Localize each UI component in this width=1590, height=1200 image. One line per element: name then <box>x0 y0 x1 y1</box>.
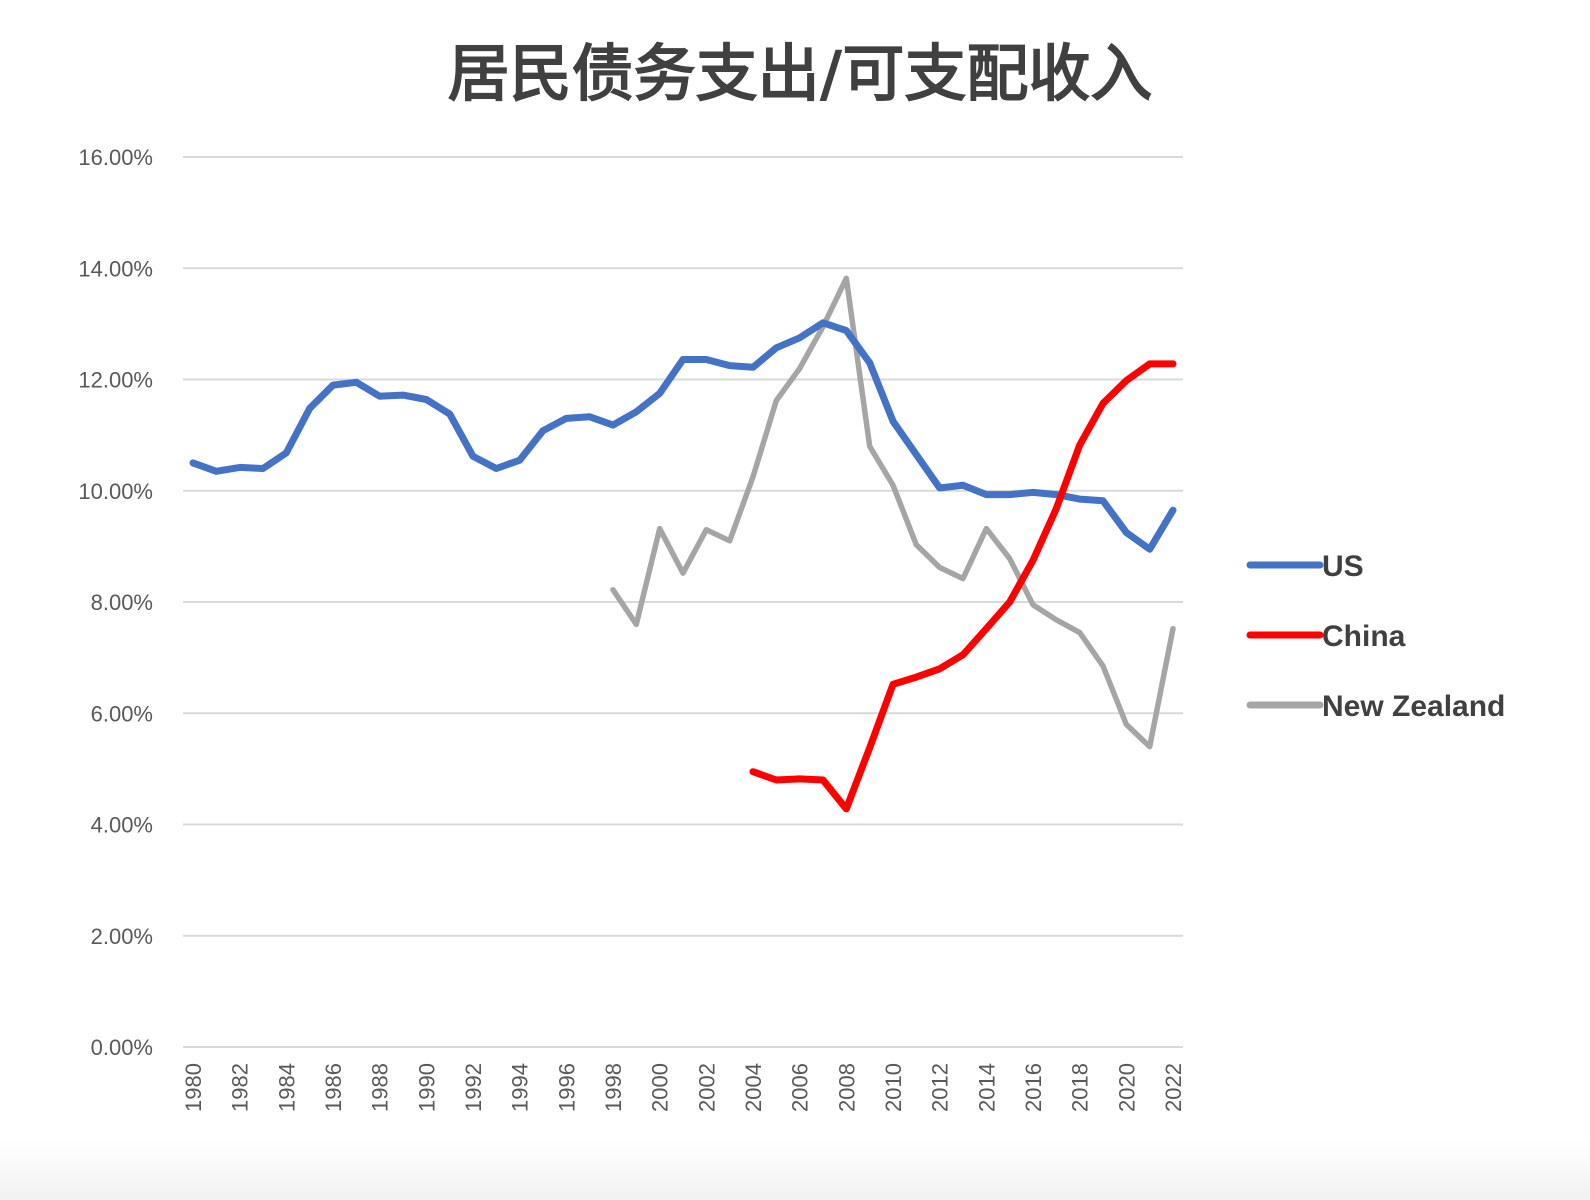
x-axis-tick-labels: 1980 1982 1984 1986 1988 1990 1992 1994 1996 1998… <box>181 1063 1186 1112</box>
x-tick-label: 1980 <box>181 1063 206 1112</box>
series-line-new-zealand <box>610 275 1176 750</box>
x-tick-label: 1998 <box>601 1063 626 1112</box>
y-tick-label: 14.00% <box>78 256 153 281</box>
x-tick-label: 1994 <box>508 1063 533 1112</box>
x-tick-label: 2016 <box>1021 1063 1046 1112</box>
x-tick-label: 1986 <box>321 1063 346 1112</box>
y-tick-label: 4.00% <box>91 813 153 838</box>
x-tick-label: 1992 <box>461 1063 486 1112</box>
legend: US China New Zealand <box>1246 550 1505 723</box>
x-tick-label: 2002 <box>694 1063 719 1112</box>
x-tick-label: 2010 <box>881 1063 906 1112</box>
y-tick-label: 0.00% <box>91 1035 153 1060</box>
x-tick-label: 1984 <box>274 1063 299 1112</box>
x-tick-label: 2022 <box>1161 1063 1186 1112</box>
chart-title: 居民债务支出/可支配收入 <box>448 37 1153 110</box>
x-tick-label: 1988 <box>368 1063 393 1112</box>
y-tick-label: 6.00% <box>91 701 153 726</box>
y-tick-label: 10.00% <box>78 479 153 504</box>
x-tick-label: 2012 <box>928 1063 953 1112</box>
x-tick-label: 1996 <box>554 1063 579 1112</box>
y-tick-label: 8.00% <box>91 590 153 615</box>
series-lines <box>189 275 1177 813</box>
y-tick-label: 12.00% <box>78 368 153 393</box>
x-tick-label: 1982 <box>228 1063 253 1112</box>
x-tick-label: 2000 <box>648 1063 673 1112</box>
series-line-us <box>189 319 1177 553</box>
bottom-shade <box>0 1140 1590 1200</box>
x-tick-label: 2014 <box>974 1063 999 1112</box>
legend-label-new-zealand: New Zealand <box>1322 690 1505 723</box>
legend-label-us: US <box>1322 550 1364 583</box>
x-tick-label: 2008 <box>834 1063 859 1112</box>
y-axis-tick-labels: 0.00% 2.00% 4.00% 6.00% 8.00% 10.00% 12.00% 14.… <box>78 145 153 1060</box>
gridlines <box>183 156 1183 1048</box>
x-tick-label: 2006 <box>788 1063 813 1112</box>
series-line-china <box>749 360 1177 813</box>
x-tick-label: 2004 <box>741 1063 766 1112</box>
x-tick-label: 2020 <box>1114 1063 1139 1112</box>
legend-label-china: China <box>1322 620 1406 653</box>
y-tick-label: 2.00% <box>91 924 153 949</box>
y-tick-label: 16.00% <box>78 145 153 170</box>
x-tick-label: 1990 <box>414 1063 439 1112</box>
x-tick-label: 2018 <box>1068 1063 1093 1112</box>
